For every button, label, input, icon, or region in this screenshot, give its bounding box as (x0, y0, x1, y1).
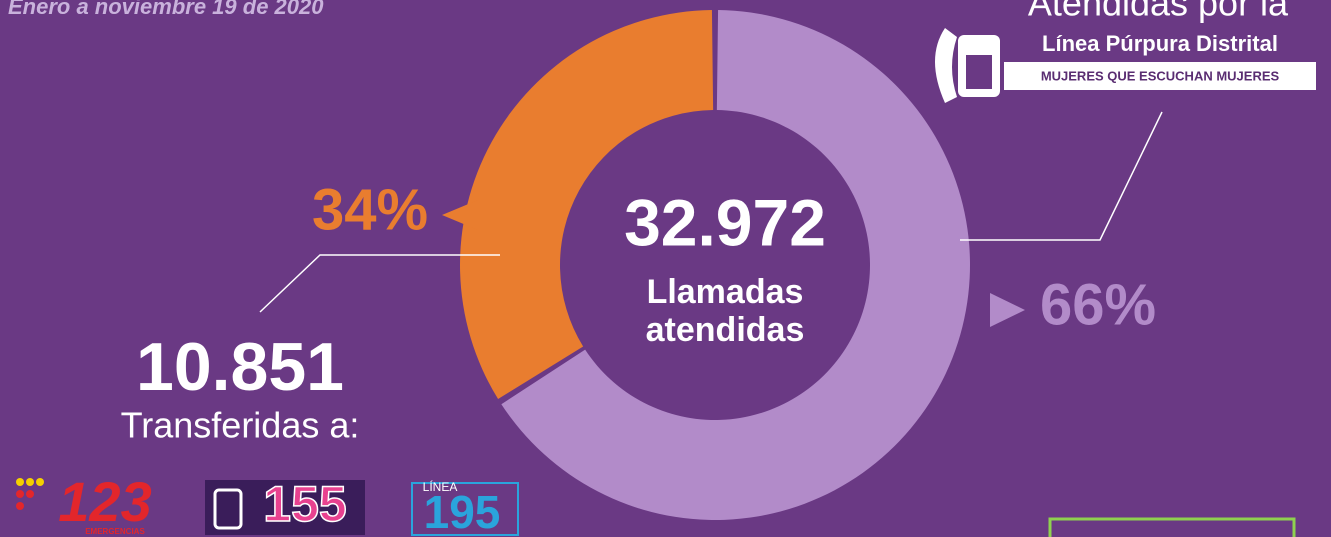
logo-phone (213, 488, 243, 530)
line-name: Línea Púrpura Distrital (1042, 31, 1278, 56)
phone-handset (935, 28, 957, 103)
phone-icon (935, 28, 1000, 103)
logo-sub: LÍNEA (423, 479, 458, 494)
logo-sub: EMERGENCIAS (85, 527, 145, 536)
pointer (442, 200, 478, 230)
transferred-value: 10.851 (136, 329, 344, 405)
logo-text: 123 (58, 470, 151, 533)
pointer (990, 293, 1025, 327)
logo-dot (16, 478, 24, 486)
logo-123: 123 EMERGENCIAS (16, 470, 152, 536)
logo-dot (16, 502, 24, 510)
logo-box (411, 482, 519, 536)
value-label: 66% (1040, 272, 1156, 337)
subtitle: Enero a noviembre 19 de 2020 (8, 0, 324, 19)
logo-dot (26, 478, 34, 486)
donut (459, 10, 970, 520)
outline-box (1048, 517, 1296, 537)
logo-195: LÍNEA 195 (411, 479, 519, 537)
transferred-label: Transferidas a: (121, 405, 360, 446)
leader-line (960, 111, 1163, 241)
center-label: atendidas (646, 311, 805, 349)
center-label: Llamadas (647, 273, 804, 311)
attended-label: Atendidas por la (1028, 0, 1289, 24)
logo-dot (36, 478, 44, 486)
logo-dot (26, 490, 34, 498)
logo-text: 195 (424, 486, 501, 537)
phone-keypad (966, 55, 992, 89)
logo-155: 155 (205, 475, 365, 535)
donut-segment (459, 10, 714, 400)
donut-segment (501, 10, 970, 520)
slogan-band (1004, 62, 1316, 90)
leader-line (259, 254, 500, 313)
logo-text: 155 (263, 476, 346, 532)
line-slogan: MUJERES QUE ESCUCHAN MUJERES (1041, 68, 1280, 83)
value-label: 34% (312, 177, 428, 242)
center-value: 32.972 (624, 185, 826, 259)
logo-dot (16, 490, 24, 498)
